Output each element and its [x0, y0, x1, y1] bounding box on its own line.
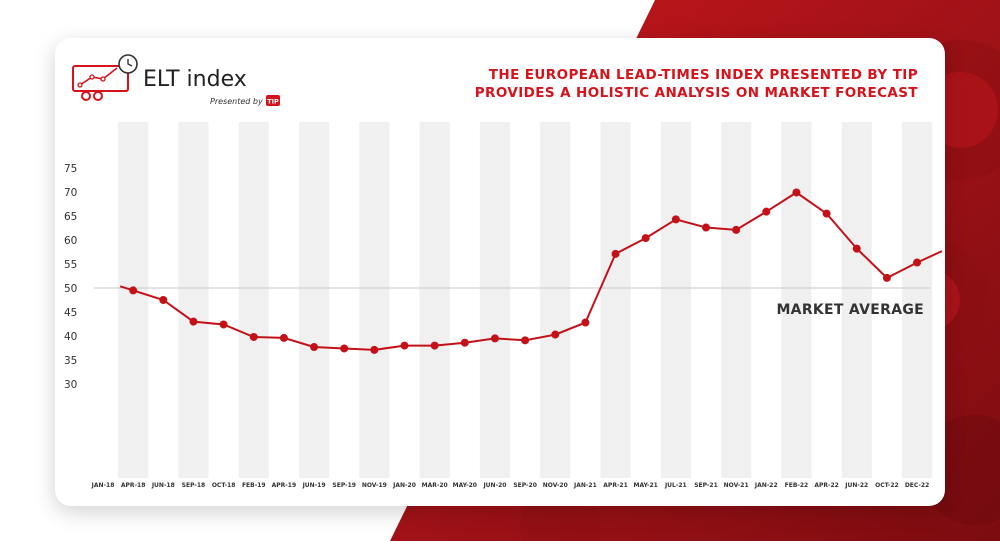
data-point — [370, 345, 379, 354]
y-tick-label: 40 — [64, 331, 77, 343]
data-point — [641, 234, 650, 243]
data-point — [882, 273, 891, 282]
data-point — [732, 225, 741, 234]
data-point — [340, 344, 349, 353]
truck-clock-icon — [72, 54, 138, 101]
data-point — [611, 249, 620, 258]
data-point — [400, 341, 409, 350]
x-tick-label: NOV-21 — [724, 482, 749, 489]
column-stripe — [841, 122, 872, 478]
data-point — [551, 330, 560, 339]
data-point — [671, 215, 680, 224]
column-stripe — [600, 122, 631, 478]
data-point — [852, 244, 861, 253]
market-average-label: MARKET AVERAGE — [776, 302, 924, 318]
data-point — [913, 258, 922, 267]
column-stripe — [238, 122, 269, 478]
x-tick-label: JAN-18 — [91, 482, 115, 489]
x-tick-label: APR-19 — [272, 482, 297, 489]
column-stripe — [660, 122, 691, 478]
y-tick-label: 60 — [64, 235, 77, 247]
market-average-line: MARKET AVERAGE — [94, 287, 930, 318]
column-stripe — [781, 122, 812, 478]
data-point — [581, 318, 590, 327]
y-axis-ticks: 30 35 40 45 50 55 60 65 70 75 — [64, 163, 77, 391]
elt-logo: ELT index Presented by TIP — [72, 54, 280, 106]
x-tick-label: JUN-19 — [302, 482, 326, 489]
data-point — [460, 338, 469, 347]
column-stripes — [118, 122, 933, 478]
presented-by-text: Presented by — [210, 97, 263, 106]
headline-line-2: PROVIDES A HOLISTIC ANALYSIS ON MARKET F… — [475, 85, 919, 101]
data-point — [129, 286, 138, 295]
column-stripe — [540, 122, 571, 478]
headline-line-1: THE EUROPEAN LEAD-TIMES INDEX PRESENTED … — [489, 67, 918, 83]
tip-logo-text: TIP — [267, 98, 279, 106]
column-stripe — [479, 122, 511, 478]
data-point — [279, 333, 288, 342]
column-stripe — [901, 122, 933, 478]
x-tick-label: JAN-21 — [573, 482, 597, 489]
y-tick-label: 35 — [64, 355, 77, 367]
y-tick-label: 75 — [64, 163, 77, 175]
column-stripe — [178, 122, 209, 478]
data-point — [521, 336, 530, 345]
x-tick-label: SEP-19 — [332, 482, 356, 489]
column-stripe — [721, 122, 752, 478]
x-tick-label: FEB-22 — [785, 482, 809, 489]
column-stripe — [359, 122, 390, 478]
x-tick-label: DEC-22 — [905, 482, 929, 489]
x-tick-label: NOV-19 — [362, 482, 387, 489]
y-tick-label: 50 — [64, 283, 77, 295]
x-tick-label: FEB-19 — [242, 482, 266, 489]
data-point — [702, 223, 710, 232]
x-axis-ticks: JAN-18 APR-18 JUN-18 SEP-18 OCT-18 FEB-19 APR-… — [91, 482, 930, 489]
x-tick-label: MAR-20 — [422, 482, 448, 489]
y-tick-label: 30 — [64, 379, 77, 391]
x-tick-label: MAY-21 — [634, 482, 658, 489]
x-tick-label: APR-21 — [603, 482, 628, 489]
x-tick-label: JUN-18 — [151, 482, 175, 489]
y-tick-label: 45 — [64, 307, 77, 319]
x-tick-label: APR-18 — [121, 482, 146, 489]
y-tick-label: 70 — [64, 187, 77, 199]
data-point — [762, 207, 771, 216]
data-point — [189, 317, 198, 326]
data-point — [430, 341, 439, 350]
x-tick-label: NOV-20 — [543, 482, 568, 489]
x-tick-label: SEP-21 — [694, 482, 718, 489]
x-tick-label: JAN-20 — [392, 482, 416, 489]
data-point — [310, 343, 319, 352]
data-point — [219, 320, 228, 329]
data-point — [792, 188, 801, 197]
x-tick-label: SEP-18 — [182, 482, 206, 489]
column-stripe — [419, 122, 450, 478]
x-tick-label: JUL-21 — [664, 482, 687, 489]
x-tick-label: APR-22 — [814, 482, 839, 489]
data-point — [159, 296, 168, 304]
column-stripe — [118, 122, 149, 478]
x-tick-label: OCT-22 — [875, 482, 899, 489]
x-tick-label: OCT-18 — [212, 482, 236, 489]
y-tick-label: 55 — [64, 259, 77, 271]
column-stripe — [298, 122, 330, 478]
tip-logo-badge — [266, 95, 280, 106]
x-tick-label: JAN-22 — [754, 482, 778, 489]
x-tick-label: JUN-20 — [482, 482, 506, 489]
x-tick-label: JUN-22 — [844, 482, 868, 489]
x-tick-label: MAY-20 — [453, 482, 477, 489]
elt-series — [119, 188, 943, 354]
data-point — [822, 209, 831, 218]
data-point — [249, 332, 258, 341]
logo-text: ELT index — [143, 67, 247, 92]
y-tick-label: 65 — [64, 211, 77, 223]
data-point — [490, 334, 499, 343]
x-tick-label: SEP-20 — [513, 482, 537, 489]
